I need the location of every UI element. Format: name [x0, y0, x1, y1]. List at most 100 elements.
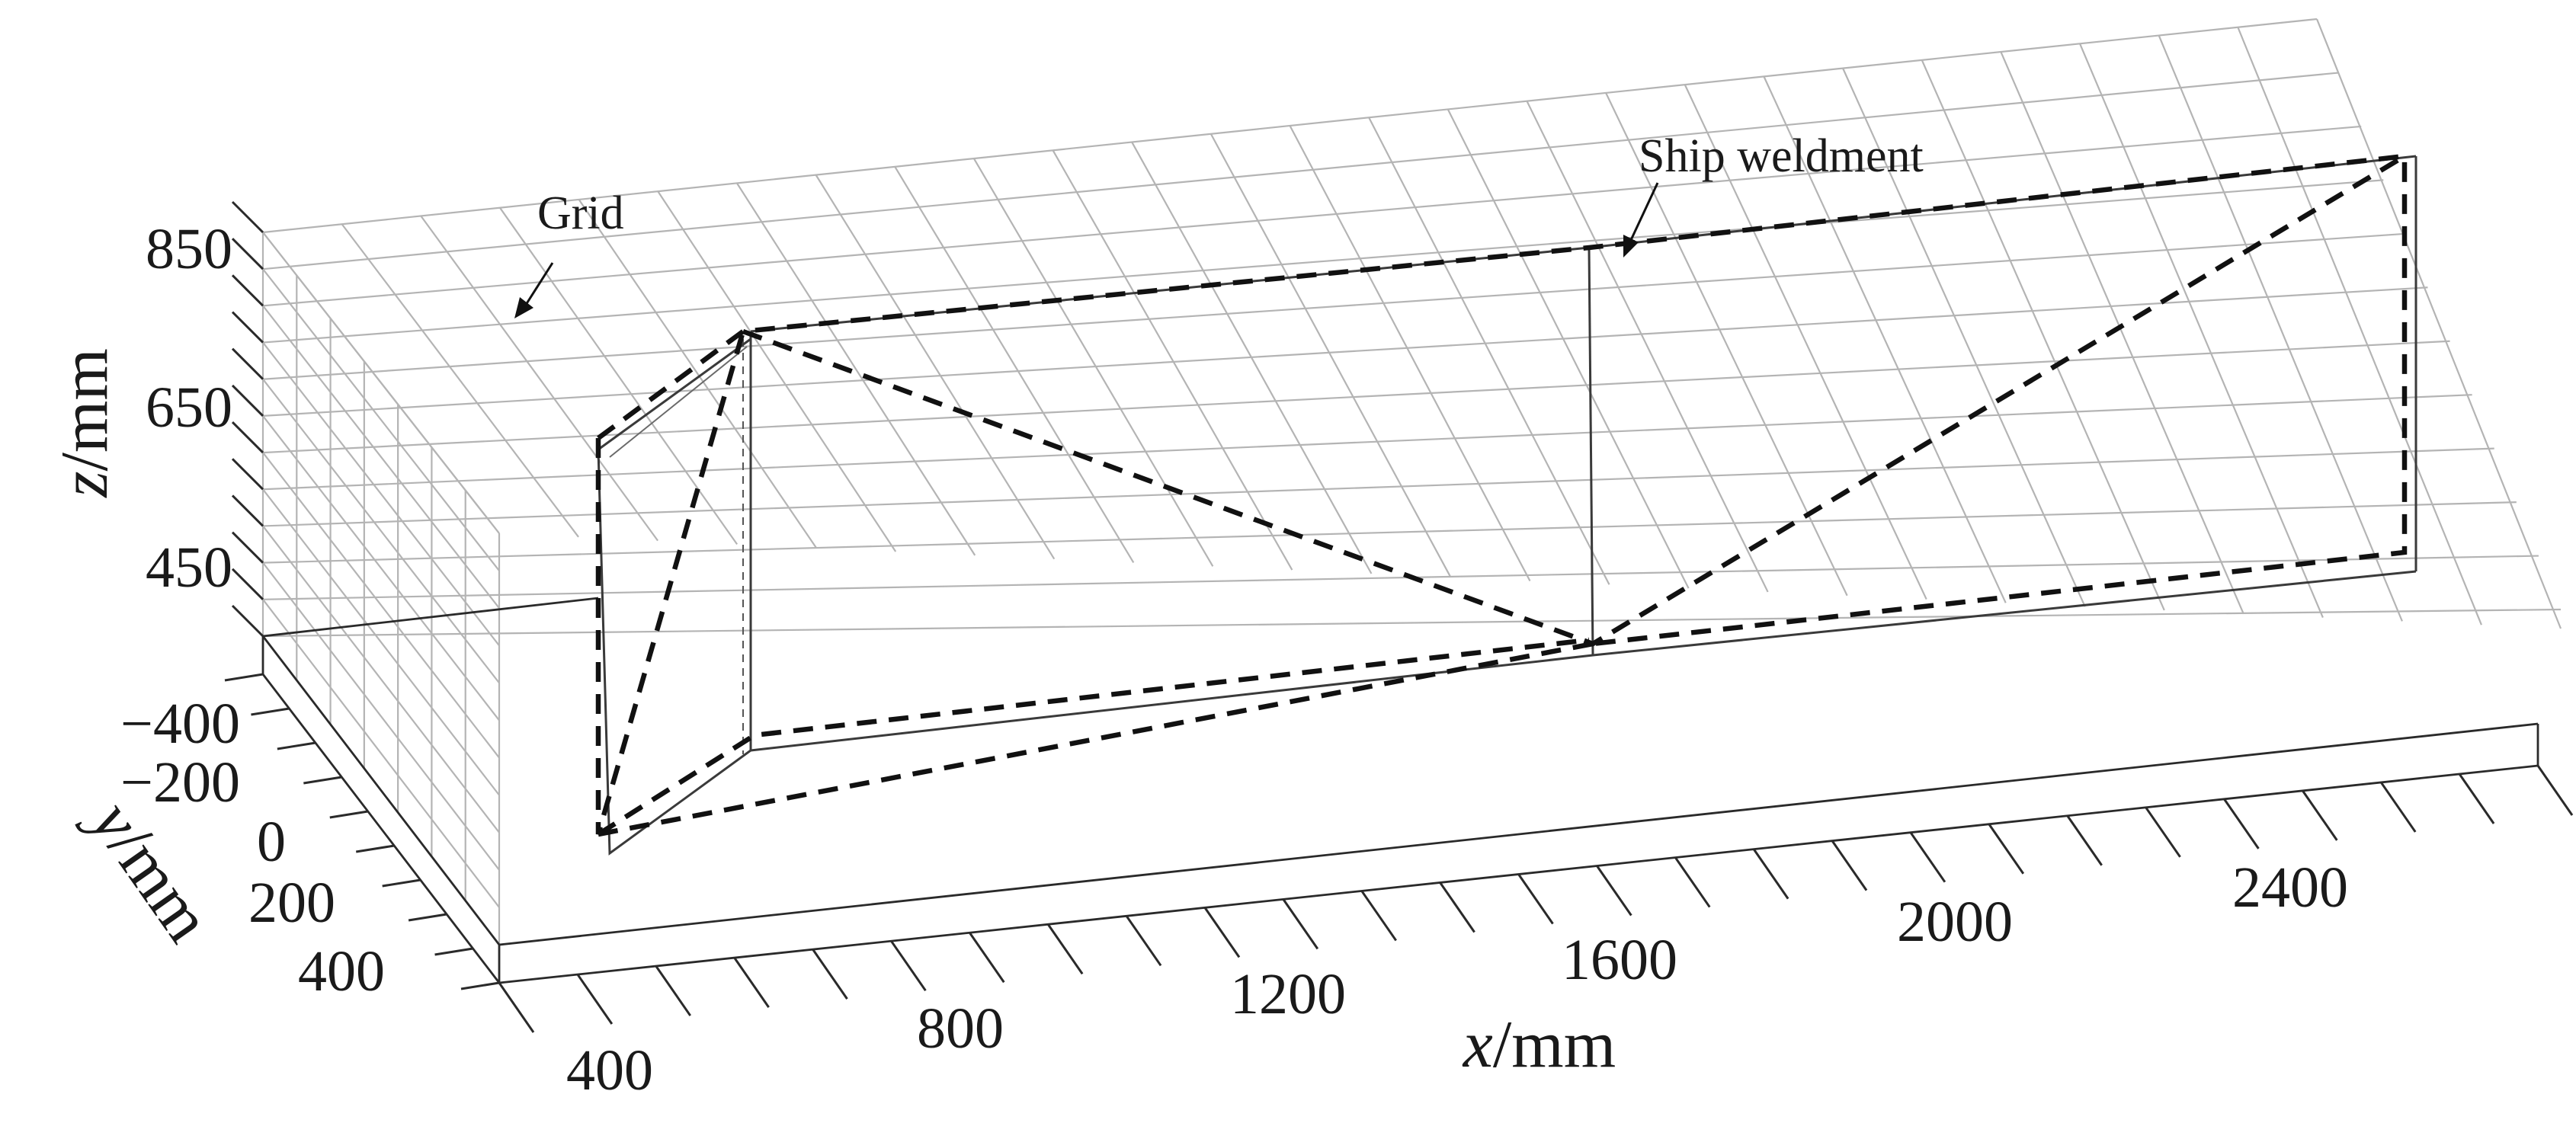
y-tick-neg200: −200 — [120, 750, 240, 814]
x-tick-mark — [890, 940, 927, 992]
x-tick-mark — [2379, 782, 2417, 833]
x-tick-mark — [2145, 806, 2181, 858]
y-tick-mark — [251, 707, 290, 716]
x-axis-unit: /mm — [1493, 1008, 1616, 1082]
weld-path-segment-a — [597, 153, 2408, 647]
y-tick-mark — [460, 981, 500, 990]
back-grid-horizontal — [262, 501, 2517, 564]
back-grid-horizontal — [262, 72, 2340, 270]
back-grid-vertical — [972, 158, 1214, 567]
back-grid-horizontal — [262, 286, 2428, 418]
z-tick-850: 850 — [146, 217, 232, 281]
z-tick-mark — [231, 458, 264, 491]
weldment-side-panel-inner — [609, 346, 748, 458]
weld-path-segment-b — [742, 154, 2406, 647]
grid-arrow-line — [524, 262, 554, 306]
z-axis-title: z/mm — [48, 348, 122, 498]
svg-text:z/mm: z/mm — [48, 348, 122, 498]
back-grid-vertical — [815, 174, 1056, 560]
x-tick-mark — [1203, 907, 1241, 958]
z-axis-unit: /mm — [48, 348, 122, 471]
left-grid-horizontal — [262, 415, 500, 721]
back-grid-vertical — [1210, 133, 1452, 578]
z-tick-mark — [231, 347, 264, 380]
left-grid-horizontal — [262, 341, 500, 646]
x-tick-2400: 2400 — [2232, 856, 2348, 920]
x-tick-400: 400 — [566, 1038, 653, 1102]
left-grid-horizontal — [262, 305, 500, 609]
x-tick-mark — [1517, 873, 1554, 925]
weldment-arrow-line — [1629, 182, 1659, 241]
x-tick-mark — [576, 974, 614, 1025]
x-tick-mark — [1909, 831, 1946, 883]
x-tick-mark — [812, 949, 848, 1000]
back-grid-vertical — [1605, 92, 1848, 597]
back-grid-vertical — [578, 199, 818, 549]
y-tick-mark — [408, 913, 447, 922]
back-grid-horizontal — [262, 18, 2318, 234]
weldment-mid-post — [1588, 247, 1594, 656]
x-tick-mark — [655, 965, 692, 1016]
x-axis-title: x/mm — [1462, 1008, 1616, 1082]
x-tick-1600: 1600 — [1562, 928, 1677, 992]
y-tick-200: 200 — [248, 871, 335, 935]
weldment-label: Ship weldment — [1639, 130, 1924, 182]
y-tick-mark — [224, 673, 264, 682]
back-wall-base-line — [262, 597, 599, 638]
z-tick-mark — [231, 311, 264, 344]
back-grid-vertical — [2315, 18, 2562, 629]
left-grid-horizontal — [262, 599, 500, 908]
z-tick-mark — [231, 604, 264, 638]
x-tick-mark — [1282, 898, 1319, 950]
x-tick-mark — [1125, 915, 1162, 967]
grid-label: Grid — [537, 187, 624, 239]
z-tick-mark — [231, 494, 264, 527]
z-tick-mark — [231, 384, 264, 417]
left-grid-horizontal — [262, 488, 500, 796]
x-axis-var: x — [1462, 1008, 1493, 1082]
z-tick-mark — [231, 421, 264, 454]
annotation-arrows — [514, 182, 1659, 318]
back-grid-horizontal — [262, 394, 2472, 491]
left-grid-horizontal — [262, 452, 500, 759]
back-grid-horizontal — [262, 179, 2384, 344]
y-tick-mark — [303, 776, 342, 785]
back-grid-vertical — [1842, 68, 2086, 607]
back-grid-vertical — [341, 223, 579, 538]
x-tick-2000: 2000 — [1897, 890, 2013, 954]
grid-arrow-head — [514, 297, 533, 318]
back-grid-vertical — [2000, 51, 2244, 615]
x-tick-mark — [2458, 773, 2495, 824]
back-grid-horizontal — [262, 340, 2450, 454]
back-grid-vertical — [420, 215, 658, 542]
back-grid — [262, 18, 2562, 638]
x-tick-1200: 1200 — [1230, 962, 1346, 1026]
y-tick-mark — [382, 878, 421, 888]
x-tick-mark — [969, 932, 1005, 984]
back-grid-vertical — [1526, 101, 1769, 593]
back-grid-vertical — [2237, 27, 2482, 625]
back-grid-horizontal — [262, 125, 2362, 307]
back-grid-vertical — [2079, 43, 2324, 619]
x-tick-mark — [733, 957, 770, 1008]
weld-path-segment-e — [598, 641, 1594, 837]
x-tick-mark — [2223, 798, 2260, 849]
left-grid-horizontal — [262, 268, 500, 571]
y-tick-400: 400 — [298, 939, 385, 1003]
z-axis-var: z — [48, 472, 122, 498]
x-tick-mark — [1831, 840, 1868, 891]
z-tick-mark — [231, 200, 264, 234]
z-tick-450: 450 — [146, 536, 232, 600]
left-grid-horizontal — [262, 379, 500, 684]
weldment-side-panel — [597, 337, 752, 856]
x-tick-mark — [2536, 765, 2574, 816]
back-grid-vertical — [1052, 149, 1293, 571]
left-grid-horizontal — [262, 232, 500, 534]
z-tick-mark — [231, 274, 264, 307]
back-grid-vertical — [657, 190, 897, 552]
weld-path-segment-d — [597, 637, 1590, 837]
x-tick-mark — [2066, 814, 2103, 866]
x-tick-mark — [1988, 823, 2025, 875]
back-grid-horizontal — [262, 555, 2539, 600]
